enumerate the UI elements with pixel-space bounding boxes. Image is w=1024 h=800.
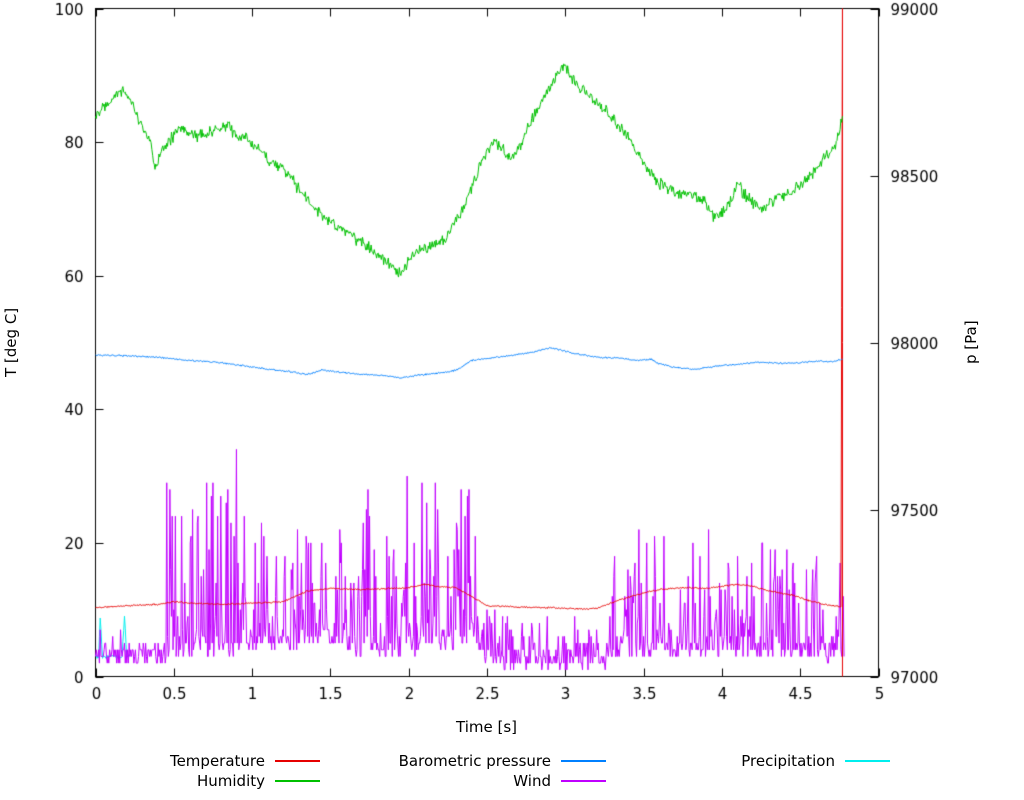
legend-item-humidity: Humidity xyxy=(65,772,320,790)
legend-item-wind: Wind xyxy=(351,772,606,790)
legend-label-wind: Wind xyxy=(513,772,551,790)
legend-line-sample-precipitation xyxy=(845,760,890,762)
plot-canvas xyxy=(0,0,1024,745)
legend-label-precipitation: Precipitation xyxy=(741,752,835,770)
legend-line-sample-humidity xyxy=(275,780,320,782)
legend-label-temperature: Temperature xyxy=(169,752,265,770)
legend-label-humidity: Humidity xyxy=(196,772,265,790)
right-axis-title: p [Pa] xyxy=(962,320,980,364)
legend-line-sample-temperature xyxy=(275,760,320,762)
legend-item-temperature: Temperature xyxy=(65,752,320,770)
legend-item-barometric-pressure: Barometric pressure xyxy=(351,752,606,770)
x-axis-title: Time [s] xyxy=(456,718,517,736)
legend-line-sample-barometric-pressure xyxy=(561,760,606,762)
legend-label-barometric-pressure: Barometric pressure xyxy=(398,752,551,770)
legend-item-precipitation: Precipitation xyxy=(635,752,890,770)
legend-line-sample-wind xyxy=(561,780,606,782)
left-axis-title: T [deg C] xyxy=(2,307,20,377)
